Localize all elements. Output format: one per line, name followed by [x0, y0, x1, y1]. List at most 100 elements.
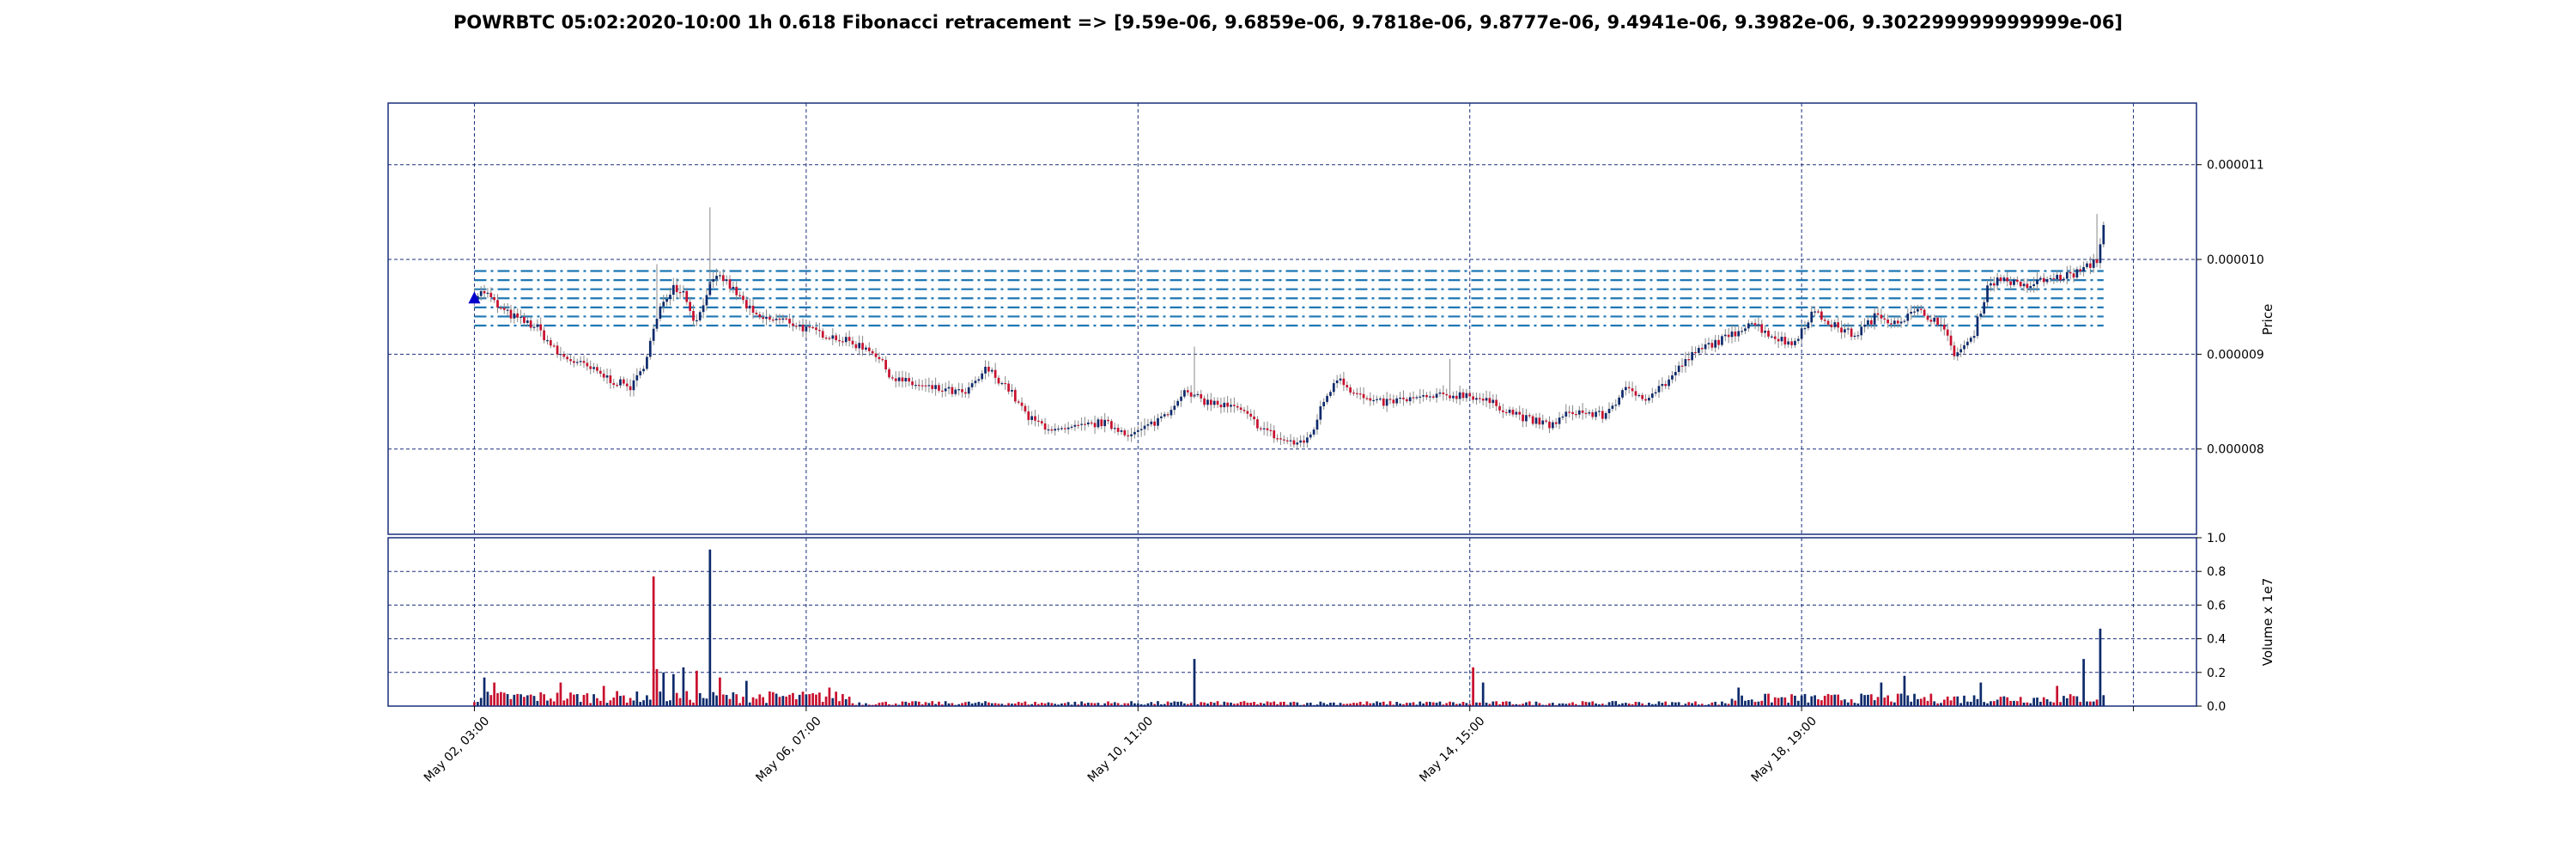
volume-bar — [2019, 697, 2022, 706]
volume-bar — [1485, 703, 1488, 706]
candle-body — [977, 379, 981, 381]
candle-body — [821, 331, 824, 338]
candle-body — [675, 284, 678, 293]
volume-bar — [751, 697, 755, 706]
volume-bar — [1869, 694, 1873, 706]
candle-body — [1266, 428, 1269, 430]
volume-bar — [696, 670, 698, 706]
volume-bar — [671, 673, 675, 706]
volume-bar — [652, 576, 655, 706]
candle-body — [1601, 411, 1604, 419]
volume-bar — [1826, 693, 1830, 706]
volume-bar — [2002, 696, 2006, 706]
volume-bar — [1322, 703, 1326, 706]
volume-bar — [984, 701, 987, 706]
volume-bar — [500, 691, 502, 706]
candle-body — [685, 290, 689, 302]
candle-body — [1607, 408, 1611, 413]
volume-bar — [2042, 697, 2045, 706]
candle-body — [1890, 323, 1893, 325]
candle-body — [1399, 397, 1401, 399]
candle-body — [728, 279, 732, 289]
volume-bar — [1405, 703, 1408, 706]
volume-bar — [1372, 703, 1376, 706]
volume-bar — [675, 692, 678, 706]
volume-bar — [1355, 703, 1358, 706]
candle-body — [1571, 411, 1574, 415]
candle-body — [1727, 334, 1730, 338]
volume-bar — [1837, 694, 1840, 706]
candle-body — [1780, 337, 1783, 342]
candle-body — [1558, 417, 1561, 424]
volume-bar — [1050, 703, 1054, 706]
volume-bar — [1063, 703, 1066, 706]
candle-body — [755, 313, 758, 314]
candle-body — [589, 366, 592, 369]
candle-body — [569, 359, 572, 362]
candle-body — [2088, 263, 2092, 268]
volume-bar — [1013, 704, 1017, 706]
candle-body — [1013, 389, 1017, 402]
volume-bar — [1458, 704, 1461, 706]
volume-bar — [682, 667, 685, 706]
volume-bar — [1492, 701, 1495, 706]
candle-body — [1644, 399, 1647, 401]
volume-bar — [1183, 703, 1186, 706]
volume-axis-label: Volume x 1e7 — [2260, 578, 2275, 667]
candle-body — [596, 367, 598, 371]
volume-bar — [1591, 701, 1595, 706]
volume-bar — [1525, 702, 1528, 706]
volume-bar — [2059, 702, 2062, 706]
volume-bar — [908, 703, 911, 706]
volume-bar — [2032, 698, 2036, 706]
volume-bar — [1771, 702, 1773, 706]
candle-body — [1073, 424, 1077, 427]
candle-body — [2086, 263, 2088, 267]
volume-bar — [1631, 704, 1634, 706]
candle-body — [659, 306, 662, 319]
x-tick-label: May 14, 15:00 — [1417, 715, 1487, 785]
candle-body — [671, 284, 675, 295]
volume-bar — [1382, 701, 1385, 706]
volume-bar — [824, 696, 828, 706]
volume-bar — [1086, 703, 1090, 706]
candle-body — [1584, 412, 1588, 414]
volume-bar — [2049, 701, 2052, 706]
volume-bar — [646, 695, 648, 706]
candle-body — [815, 327, 817, 331]
volume-bar — [1090, 703, 1093, 706]
volume-bar — [1306, 703, 1309, 706]
candle-body — [1431, 396, 1435, 398]
candle-body — [635, 375, 639, 381]
volume-bar — [1425, 702, 1428, 706]
candle-body — [908, 377, 911, 382]
candle-body — [1969, 338, 1972, 342]
candle-body — [792, 323, 794, 326]
volume-bar — [1641, 703, 1644, 706]
candle-body — [1511, 409, 1515, 415]
volume-bar — [1246, 702, 1249, 706]
volume-bar — [479, 698, 483, 706]
candle-body — [1415, 397, 1419, 399]
volume-bar — [715, 695, 718, 706]
candle-body — [914, 385, 917, 387]
volume-bar — [1910, 701, 1913, 706]
candle-body — [805, 326, 808, 332]
candle-body — [2102, 224, 2105, 245]
volume-bar — [509, 698, 513, 706]
volume-bar — [1886, 695, 1889, 706]
candle-body — [1369, 398, 1372, 401]
volume-bar — [1173, 701, 1176, 706]
volume-bar — [781, 696, 785, 706]
volume-bar — [665, 701, 668, 706]
candle-body — [1923, 309, 1926, 316]
volume-bar — [1959, 703, 1962, 706]
volume-bar — [1890, 701, 1893, 706]
volume-bar — [1548, 703, 1551, 706]
candle-body — [1946, 329, 1949, 336]
volume-bar — [1379, 702, 1382, 706]
volume-bar — [1395, 702, 1399, 706]
candle-body — [931, 385, 934, 389]
volume-bar — [2102, 695, 2105, 706]
volume-bar — [1385, 704, 1388, 706]
